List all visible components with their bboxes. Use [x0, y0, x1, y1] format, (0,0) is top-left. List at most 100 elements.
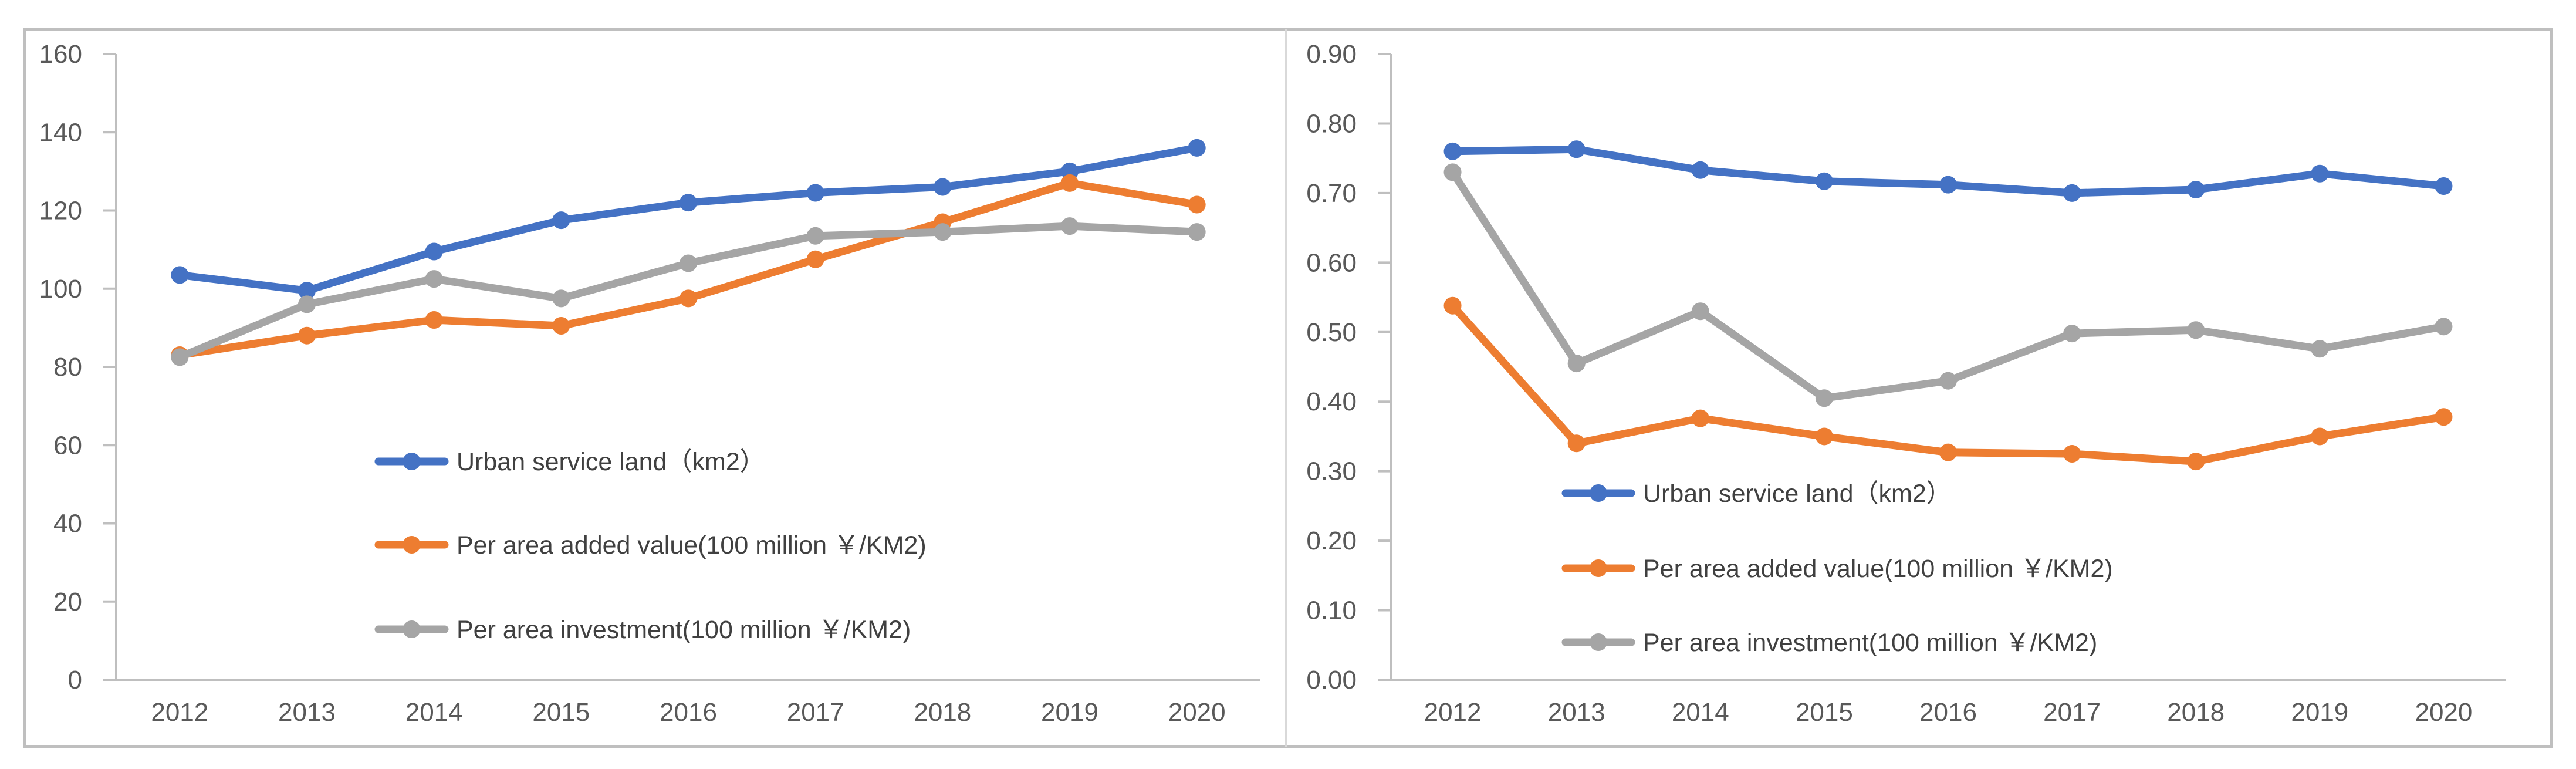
right-series-2-point — [2187, 453, 2205, 471]
right-x-tick-label: 2013 — [1548, 698, 1605, 727]
right-legend-label-2: Per area added value(100 million ￥/KM2) — [1643, 555, 2113, 583]
left-series-3-point — [680, 254, 697, 272]
left-series-3-point — [1188, 223, 1206, 241]
right-series-3-point — [2063, 325, 2081, 343]
left-legend-marker-2 — [403, 536, 421, 554]
left-series-2-point — [680, 289, 697, 308]
left-x-tick-label: 2012 — [151, 698, 208, 727]
right-x-tick-label: 2019 — [2291, 698, 2348, 727]
chart-panel-right: 0.00 0.10 0.20 0.30 0.40 0.50 0.60 0.70 0.80 0.90… — [1306, 40, 2506, 727]
right-legend-marker-3 — [1590, 633, 1607, 651]
right-series-2-point — [2311, 427, 2329, 446]
right-x-tick-label: 2012 — [1424, 698, 1482, 727]
left-y-tick-label: 0 — [68, 666, 82, 694]
right-series-3-point — [1691, 302, 1709, 321]
left-series-1-point — [934, 178, 952, 196]
right-y-tick-label: 0.00 — [1306, 666, 1357, 694]
left-series-3-point — [425, 270, 443, 288]
left-legend-marker-3 — [403, 620, 421, 638]
left-x-tick-label: 2014 — [405, 698, 463, 727]
left-legend-marker-1 — [403, 453, 421, 470]
right-series-1-point — [2187, 180, 2205, 198]
right-x-tick-label: 2018 — [2167, 698, 2225, 727]
left-series-3-point — [171, 348, 189, 366]
left-series-3-point — [1061, 217, 1079, 235]
right-series-2-point — [1939, 443, 1957, 461]
left-series-1-point — [552, 211, 570, 230]
right-series-1-point — [1567, 140, 1586, 158]
left-series-3-point — [298, 295, 316, 313]
right-series-2-point — [1815, 427, 1833, 446]
right-series-1-point — [1691, 161, 1709, 179]
right-y-tick-label: 0.90 — [1306, 40, 1357, 69]
left-x-tick-label: 2019 — [1041, 698, 1098, 727]
right-legend-label-3: Per area investment(100 million ￥/KM2) — [1643, 629, 2097, 657]
left-y-tick-label: 80 — [53, 353, 82, 382]
right-series-1-point — [2435, 177, 2453, 195]
right-series-1-point — [1815, 172, 1833, 190]
left-legend-label-1: Urban service land（km2） — [457, 448, 765, 476]
left-series-3-point — [934, 223, 952, 241]
left-legend-label-3: Per area investment(100 million ￥/KM2) — [457, 616, 911, 644]
right-legend-label-1: Urban service land（km2） — [1643, 480, 1952, 508]
left-series-2-point — [806, 250, 824, 268]
left-legend-label-2: Per area added value(100 million ￥/KM2) — [457, 531, 927, 559]
left-y-tick-label: 20 — [53, 588, 82, 616]
left-y-tick-label: 60 — [53, 431, 82, 460]
right-y-tick-label: 0.10 — [1306, 596, 1357, 625]
right-y-tick-label: 0.40 — [1306, 387, 1357, 416]
left-y-tick-label: 100 — [39, 275, 82, 303]
right-y-tick-label: 0.20 — [1306, 527, 1357, 555]
right-series-2-point — [1567, 434, 1586, 453]
left-series-1-point — [171, 266, 189, 284]
left-x-tick-label: 2016 — [660, 698, 717, 727]
left-x-tick-label: 2015 — [532, 698, 590, 727]
figure-frame — [23, 28, 2553, 748]
left-series-1-point — [425, 242, 443, 261]
right-series-3-point — [2187, 321, 2205, 339]
right-legend-marker-2 — [1590, 559, 1607, 577]
right-series-2-point — [1443, 296, 1462, 315]
right-series-3-point — [2311, 340, 2329, 358]
right-series-3-point — [1567, 355, 1586, 373]
right-legend-marker-1 — [1590, 484, 1607, 502]
right-series-1-point — [2063, 184, 2081, 202]
left-series-3-point — [552, 289, 570, 308]
right-series-3-point — [1939, 372, 1957, 390]
right-series-3-point — [1815, 389, 1833, 407]
right-x-tick-label: 2015 — [1796, 698, 1853, 727]
left-series-2-point — [298, 326, 316, 345]
right-x-tick-label: 2016 — [1919, 698, 1977, 727]
right-y-tick-label: 0.30 — [1306, 457, 1357, 486]
left-series-3-point — [806, 227, 824, 245]
right-y-tick-label: 0.60 — [1306, 248, 1357, 277]
right-x-tick-label: 2017 — [2043, 698, 2101, 727]
right-series-1-point — [2311, 164, 2329, 183]
left-series-1-point — [1188, 139, 1206, 157]
left-series-2-point — [1188, 195, 1206, 214]
right-series-3-point — [2435, 318, 2453, 336]
left-series-1-point — [680, 194, 697, 212]
right-series-2-point — [2435, 408, 2453, 426]
left-x-tick-label: 2018 — [914, 698, 971, 727]
chart-panel-left: 0 20 40 60 80 100 120 140 160 2012 2013 2014 2015 201… — [39, 40, 1260, 727]
left-y-tick-label: 40 — [53, 510, 82, 538]
right-y-tick-label: 0.50 — [1306, 318, 1357, 347]
left-series-1-point — [806, 184, 824, 202]
left-series-1-point — [298, 282, 316, 300]
left-y-tick-label: 140 — [39, 118, 82, 147]
right-series-1-point — [1443, 142, 1462, 160]
left-x-tick-label: 2017 — [787, 698, 844, 727]
left-x-tick-label: 2013 — [278, 698, 336, 727]
right-y-tick-label: 0.80 — [1306, 109, 1357, 138]
left-series-2-point — [552, 317, 570, 335]
right-series-2-point — [2063, 445, 2081, 463]
right-series-1-point — [1939, 176, 1957, 194]
left-y-tick-label: 160 — [39, 40, 82, 69]
right-x-tick-label: 2020 — [2415, 698, 2472, 727]
left-y-tick-label: 120 — [39, 197, 82, 225]
left-series-2-point — [425, 311, 443, 329]
right-series-3-point — [1443, 163, 1462, 181]
